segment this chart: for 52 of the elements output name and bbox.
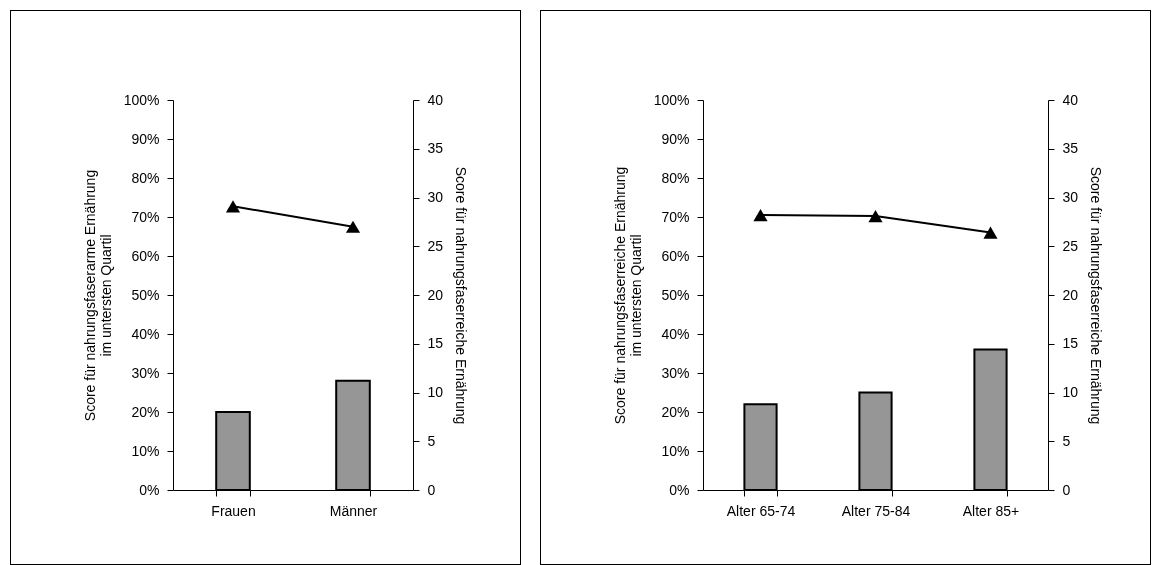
y-tick-label: 60% — [661, 247, 690, 264]
y2-tick-label: 35 — [427, 140, 444, 157]
y2-tick-label: 20 — [1062, 286, 1079, 303]
y-tick-label: 30% — [661, 364, 690, 381]
point — [868, 209, 883, 223]
y-tick-label: 20% — [661, 403, 690, 420]
y2-tick-label: 10 — [427, 384, 444, 400]
x-tick-label: Männer — [329, 502, 378, 519]
y-axis-title: Score für nahrungsfaserreiche Ernährung im untersten Quartil — [611, 166, 644, 425]
y2-tick-label: 25 — [1062, 237, 1079, 254]
y2-tick-label: 10 — [1062, 384, 1079, 400]
y-tick-label: 20% — [131, 403, 160, 420]
y2-tick-label: 40 — [427, 91, 444, 108]
y2-tick-label: 25 — [427, 237, 444, 254]
y2-tick-label: 15 — [427, 335, 444, 352]
y2-tick-label: 5 — [427, 432, 436, 449]
y2-tick-label: 0 — [427, 481, 436, 498]
y2-tick-label: 5 — [1062, 432, 1071, 449]
y-tick-label: 80% — [661, 169, 690, 186]
y-tick-label: 40% — [131, 325, 160, 342]
y-tick-label: 0% — [139, 481, 160, 498]
y2-axis-title: Score für nahrungsfaserreiche Ernährung — [453, 166, 470, 425]
y2-tick-label: 15 — [1062, 335, 1079, 352]
y-tick-label: 0% — [669, 481, 690, 498]
y2-axis-title: Score für nahrungsfaserreiche Ernährung — [1088, 166, 1105, 425]
y2-tick-label: 0 — [1062, 481, 1071, 498]
point — [983, 226, 998, 239]
y-tick-label: 10% — [661, 442, 690, 459]
y-tick-label: 100% — [653, 91, 690, 108]
x-tick-label: Alter 75-84 — [841, 502, 911, 519]
y-tick-label: 90% — [661, 130, 690, 147]
y-tick-label: 70% — [661, 208, 690, 225]
y2-tick-label: 30 — [1062, 189, 1079, 205]
y-tick-label: 10% — [131, 442, 160, 459]
y2-tick-label: 40 — [1062, 91, 1079, 108]
x-tick-label: Frauen — [211, 502, 256, 519]
y2-tick-label: 20 — [427, 286, 444, 303]
x-tick-label: Alter 85+ — [962, 502, 1020, 519]
y2-tick-label: 30 — [427, 189, 444, 205]
y-tick-label: 80% — [131, 169, 160, 186]
point — [753, 208, 768, 222]
y-tick-label: 90% — [131, 130, 160, 147]
y-tick-label: 50% — [131, 286, 160, 303]
y-tick-label: 40% — [661, 325, 690, 342]
y-axis-title: Score für nahrungsfaserarme Ernährung im untersten Quartil — [81, 169, 114, 422]
x-tick-label: Alter 65-74 — [726, 502, 796, 519]
y-tick-label: 50% — [661, 286, 690, 303]
y-tick-label: 30% — [131, 364, 160, 381]
y-tick-label: 60% — [131, 247, 160, 264]
y-tick-label: 70% — [131, 208, 160, 225]
y-tick-label: 100% — [123, 91, 160, 108]
y2-tick-label: 35 — [1062, 140, 1079, 157]
